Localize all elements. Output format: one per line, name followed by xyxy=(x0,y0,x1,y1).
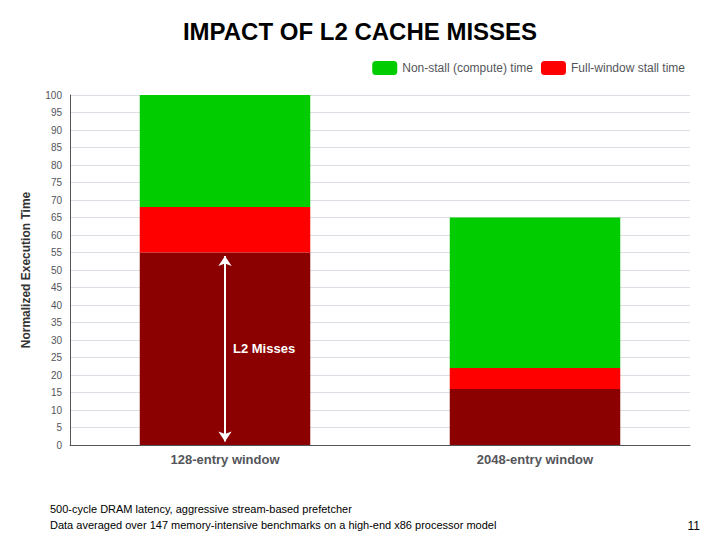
svg-text:L2 Misses: L2 Misses xyxy=(233,341,295,356)
svg-text:90: 90 xyxy=(51,125,63,136)
svg-text:Non-stall (compute) time: Non-stall (compute) time xyxy=(402,61,533,75)
svg-text:20: 20 xyxy=(51,370,63,381)
svg-text:60: 60 xyxy=(51,230,63,241)
svg-text:80: 80 xyxy=(51,160,63,171)
svg-text:65: 65 xyxy=(51,212,63,223)
svg-text:10: 10 xyxy=(51,405,63,416)
svg-text:35: 35 xyxy=(51,317,63,328)
svg-text:15: 15 xyxy=(51,387,63,398)
svg-text:100: 100 xyxy=(45,90,62,101)
svg-text:5: 5 xyxy=(56,422,62,433)
svg-text:40: 40 xyxy=(51,300,63,311)
svg-text:75: 75 xyxy=(51,177,63,188)
svg-text:IMPACT OF L2 CACHE MISSES: IMPACT OF L2 CACHE MISSES xyxy=(183,18,537,45)
svg-text:50: 50 xyxy=(51,265,63,276)
svg-text:2048-entry window: 2048-entry window xyxy=(477,452,594,467)
svg-text:0: 0 xyxy=(56,440,62,451)
svg-text:70: 70 xyxy=(51,195,63,206)
svg-text:500-cycle DRAM latency, aggres: 500-cycle DRAM latency, aggressive strea… xyxy=(50,503,352,515)
svg-text:Data averaged over 147 memory-: Data averaged over 147 memory-intensive … xyxy=(50,519,496,531)
svg-text:55: 55 xyxy=(51,247,63,258)
svg-text:45: 45 xyxy=(51,282,63,293)
svg-text:85: 85 xyxy=(51,142,63,153)
svg-text:128-entry window: 128-entry window xyxy=(170,452,280,467)
svg-text:95: 95 xyxy=(51,107,63,118)
svg-text:Full-window stall time: Full-window stall time xyxy=(571,61,685,75)
svg-text:30: 30 xyxy=(51,335,63,346)
svg-text:11: 11 xyxy=(688,519,701,533)
svg-text:Normalized Execution Time: Normalized Execution Time xyxy=(19,191,33,348)
svg-text:25: 25 xyxy=(51,352,63,363)
